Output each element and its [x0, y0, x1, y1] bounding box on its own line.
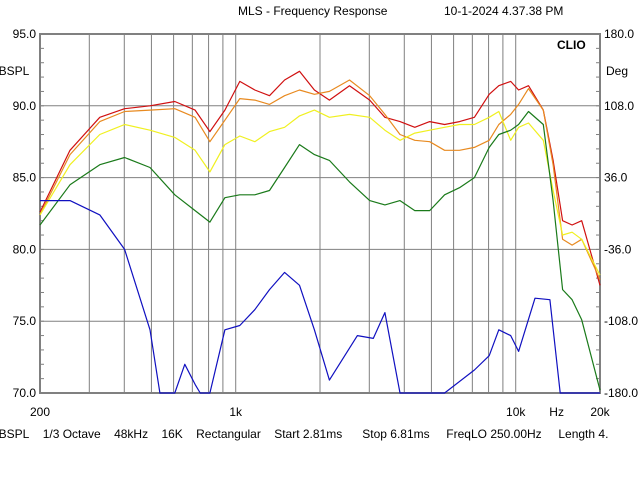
y2-tick-label: 180.0: [604, 27, 634, 41]
y-tick-label: 90.0: [13, 99, 37, 113]
series-line-orange: [39, 79, 601, 280]
window: Rectangular: [196, 427, 261, 441]
start-time: Start 2.81ms: [274, 427, 343, 441]
series-line-yellow: [39, 109, 601, 276]
stop-time: Stop 6.81ms: [362, 427, 430, 441]
series-line-green: [39, 110, 601, 391]
x-tick-label: 1k: [229, 405, 243, 419]
y-tick-label: 95.0: [13, 27, 37, 41]
series-line-blue: [40, 200, 600, 394]
y2-tick-label: 108.0: [604, 99, 634, 113]
freq-lo: FreqLO 250.00Hz: [446, 427, 542, 441]
y-tick-label: 75.0: [13, 314, 37, 328]
x-tick-label: 10k: [506, 405, 526, 419]
y-tick-label: 80.0: [13, 242, 37, 256]
unit: dBSPL: [0, 427, 30, 441]
brand-label: CLIO: [557, 38, 586, 52]
y2-tick-label: -36.0: [604, 242, 632, 256]
status-bar: dBSPL 1/3 Octave 48kHz 16K Rectangular S…: [0, 427, 608, 441]
y-tick-label: 70.0: [13, 386, 37, 400]
series-line-red: [39, 70, 601, 286]
chart-title: MLS - Frequency Response: [238, 4, 388, 18]
y2-axis-label: Deg: [606, 64, 629, 78]
y2-tick-label: -108.0: [604, 314, 638, 328]
y2-tick-label: 36.0: [604, 171, 628, 185]
timestamp: 10-1-2024 4.37.38 PM: [444, 4, 564, 18]
fft-size: 16K: [161, 427, 183, 441]
length: Length 4.: [558, 427, 609, 441]
y-axis-label: dBSPL: [0, 64, 30, 78]
x-tick-label: 20k: [590, 405, 610, 419]
y-tick-label: 85.0: [13, 171, 37, 185]
plot-frame: [39, 33, 601, 394]
y2-tick-label: -180.0: [604, 386, 638, 400]
x-tick-label: 200: [30, 405, 50, 419]
smoothing: 1/3 Octave: [42, 427, 101, 441]
x-tick-label: Hz: [549, 405, 564, 419]
sample-rate: 48kHz: [114, 427, 149, 441]
